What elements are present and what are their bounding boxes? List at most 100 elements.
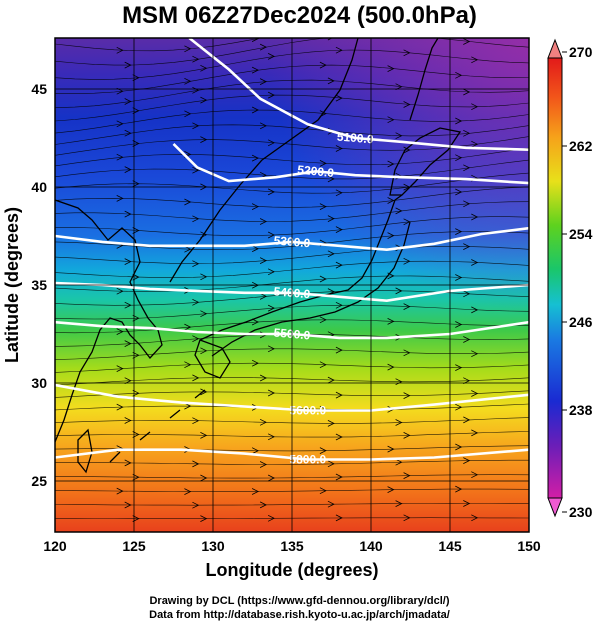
streamline-arrow xyxy=(463,416,471,424)
streamline-arrow xyxy=(471,259,479,266)
streamline-arrow xyxy=(200,64,208,72)
streamline-arrow xyxy=(403,218,411,226)
colorbar-label-238: 238 xyxy=(569,402,593,418)
streamline-arrow xyxy=(251,66,259,74)
coast-taiwan xyxy=(77,428,93,474)
streamline-arrow xyxy=(335,346,343,354)
streamline-arrow xyxy=(319,316,327,324)
streamline-arrow xyxy=(124,501,132,509)
streamline-arrow xyxy=(132,473,140,481)
streamline-arrow xyxy=(319,487,327,495)
streamline-arrow xyxy=(132,107,140,115)
coast-sakhalin xyxy=(409,38,439,121)
streamline-arrow xyxy=(251,245,259,253)
streamline-arrow xyxy=(455,20,461,26)
contour-line-5500.0 xyxy=(55,320,529,340)
streamline-arrow xyxy=(200,310,208,318)
streamline-arrow xyxy=(403,432,411,439)
streamline-arrow xyxy=(395,378,403,386)
streamline-arrow xyxy=(403,472,411,479)
streamline-arrow xyxy=(455,485,463,493)
colorbar-label-246: 246 xyxy=(569,314,593,330)
streamline-arrow xyxy=(335,94,343,102)
streamline-arrow xyxy=(319,203,327,210)
streamline-arrow xyxy=(387,486,395,493)
streamline-arrow xyxy=(184,77,192,85)
streamline-arrow xyxy=(124,61,132,69)
streamline-arrow xyxy=(132,431,140,438)
map-title: MSM 06Z27Dec2024 (500.0hPa) xyxy=(122,2,477,29)
streamline-arrow xyxy=(251,447,259,455)
colorbar-top-arrow xyxy=(547,38,563,59)
streamline-arrow xyxy=(259,257,267,264)
x-tick-labels: 120 125 130 135 140 145 150 xyxy=(43,538,541,554)
streamline-arrow xyxy=(251,488,259,495)
streamline-arrow xyxy=(116,365,124,372)
streamline-arrow xyxy=(335,433,343,441)
streamline-arrow xyxy=(455,321,463,328)
streamline-arrow xyxy=(267,304,275,312)
streamline-arrow xyxy=(471,306,479,314)
streamline-arrow xyxy=(267,474,275,482)
streamline-arrow xyxy=(200,388,208,396)
streamline-arrow xyxy=(192,55,200,63)
x-tick-135: 135 xyxy=(280,538,304,554)
streamline-arrow xyxy=(471,514,479,522)
streamline-arrow xyxy=(200,432,208,439)
colorbar-label-262: 262 xyxy=(569,138,593,154)
streamline-arrow xyxy=(192,298,200,306)
streamline-arrow xyxy=(132,389,140,397)
streamline-arrow xyxy=(251,106,259,114)
colorbar-scale xyxy=(547,57,563,499)
streamline-arrow xyxy=(327,215,335,222)
y-tick-45: 45 xyxy=(31,81,47,97)
streamline-arrow xyxy=(132,227,140,234)
streamline-arrow xyxy=(335,226,343,233)
streamline-arrow xyxy=(116,328,124,335)
streamline-arrow xyxy=(124,98,132,105)
x-tick-150: 150 xyxy=(517,538,541,554)
streamline-arrow xyxy=(387,65,395,72)
streamline-arrow xyxy=(200,515,208,522)
streamline-arrow xyxy=(471,390,479,397)
streamline-arrow xyxy=(200,347,208,355)
streamline-arrow xyxy=(251,318,259,326)
coast-japan-honshu xyxy=(199,194,403,341)
streamline-arrow xyxy=(259,218,267,225)
streamline-arrow xyxy=(327,420,335,427)
streamline-arrow xyxy=(319,160,327,167)
streamline-arrow xyxy=(463,457,471,464)
streamline-arrow xyxy=(455,71,463,79)
streamline-arrow xyxy=(455,403,463,411)
streamline-arrow xyxy=(335,261,343,269)
streamline-arrow xyxy=(327,376,335,384)
streamline-arrow xyxy=(124,210,132,218)
streamline-arrow xyxy=(335,391,343,399)
height-contours: 5100.05200.05300.05400.05500.05600.05800… xyxy=(55,38,529,466)
streamline-arrow xyxy=(471,140,479,148)
streamline-arrow xyxy=(395,500,403,507)
streamline-arrow xyxy=(259,122,267,130)
contour-line-5100.0 xyxy=(188,38,529,151)
streamline-arrow xyxy=(124,459,132,467)
streamline-arrow xyxy=(471,471,479,479)
streamline-arrow xyxy=(116,120,124,128)
streamline-arrow xyxy=(403,514,411,522)
streamline-arrow xyxy=(200,96,208,104)
streamline-arrow xyxy=(192,417,200,425)
streamline-arrow xyxy=(184,110,192,118)
streamline-arrow xyxy=(132,515,140,522)
contour-line-5400.0 xyxy=(55,281,529,303)
streamline-arrow xyxy=(395,207,403,215)
streamline-arrow xyxy=(387,232,395,239)
x-tick-130: 130 xyxy=(201,538,225,554)
streamline-arrow xyxy=(251,359,259,367)
streamline-arrow xyxy=(395,458,403,466)
streamline-arrow xyxy=(388,17,394,23)
streamline-arrow xyxy=(455,117,463,125)
streamline-arrow xyxy=(455,154,463,162)
streamline-arrow xyxy=(471,429,479,437)
streamline-arrow xyxy=(335,46,343,54)
streamline-arrow xyxy=(455,364,463,371)
streamline-arrow xyxy=(327,38,333,41)
